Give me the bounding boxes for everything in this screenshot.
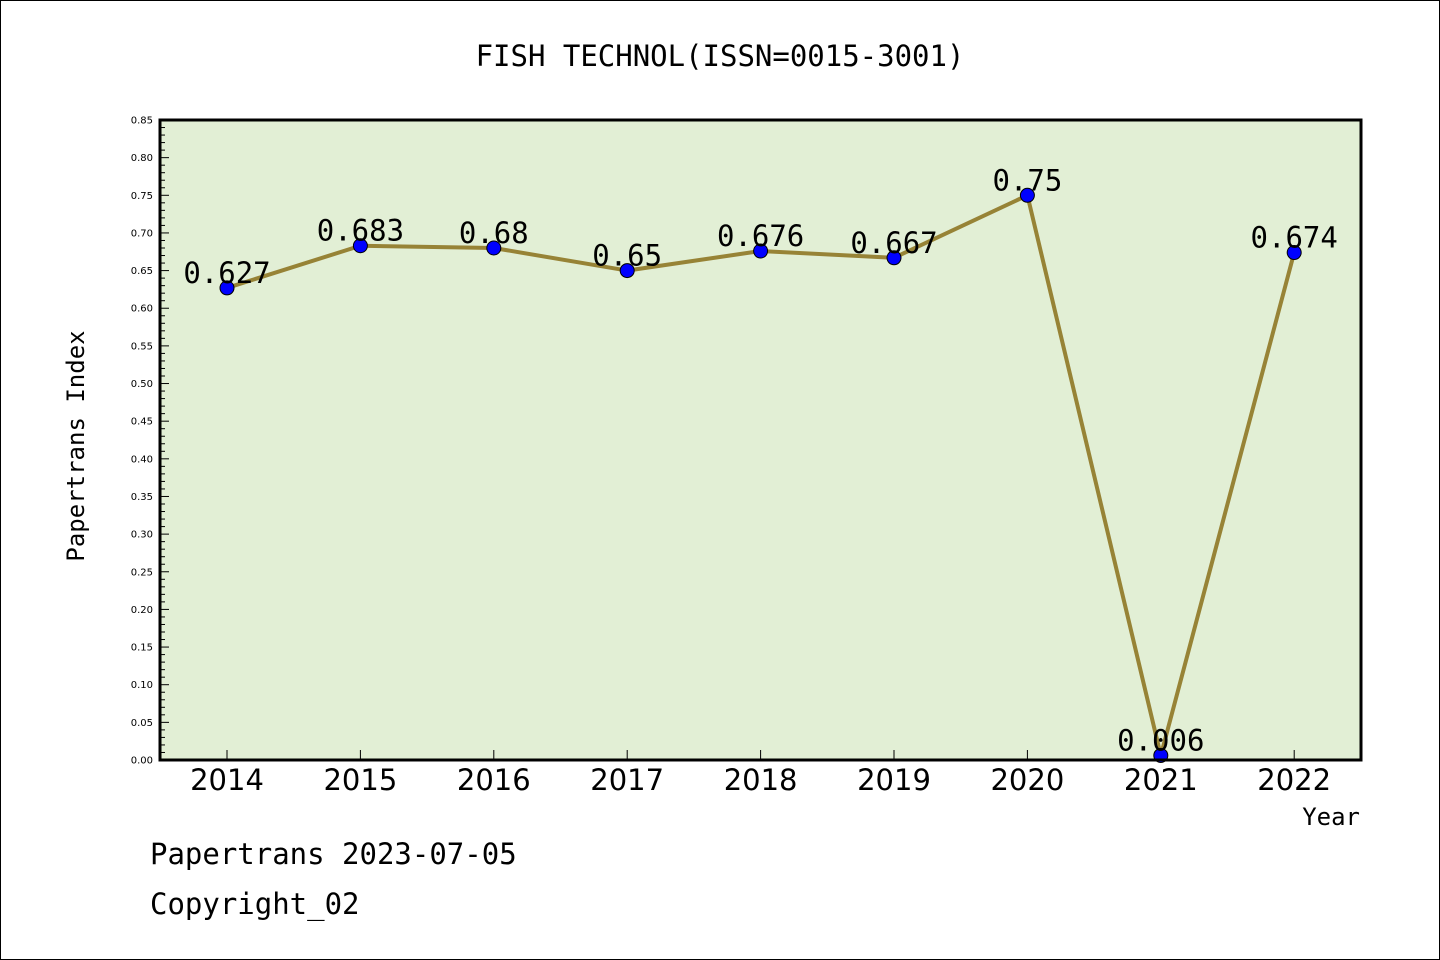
x-axis-ticks: 2014 2015 2016 2017 2018 2019 2020 2021 2022 [190, 750, 1331, 797]
y-tick-label: 0.05 [131, 718, 153, 729]
y-axis-label: Papertrans Index [62, 330, 90, 561]
x-tick-label: 2020 [990, 763, 1064, 797]
data-labels: 0.627 0.683 0.68 0.65 0.676 0.667 0.75 0.006 0.6… [183, 163, 1338, 757]
y-tick-label: 0.65 [131, 266, 153, 277]
x-tick-label: 2019 [857, 763, 931, 797]
y-tick-label: 0.85 [131, 116, 153, 127]
x-tick-label: 2016 [457, 763, 531, 797]
data-label: 0.006 [1117, 723, 1204, 757]
data-point [1019, 187, 1035, 203]
y-tick-label: 0.55 [131, 341, 153, 352]
y-tick-label: 0.10 [131, 680, 153, 691]
y-tick-label: 0.45 [131, 417, 153, 428]
data-label: 0.65 [592, 239, 662, 273]
y-tick-label: 0.25 [131, 567, 153, 578]
data-label: 0.627 [183, 256, 270, 290]
y-tick-label: 0.20 [131, 605, 153, 616]
data-label: 0.674 [1251, 221, 1338, 255]
data-point [1286, 245, 1302, 261]
y-tick-label: 0.15 [131, 643, 153, 654]
footer-copyright: Copyright_02 [150, 887, 360, 922]
x-tick-label: 2014 [190, 763, 264, 797]
footer-date: Papertrans 2023-07-05 [150, 837, 517, 871]
data-label: 0.68 [459, 216, 529, 250]
data-label: 0.683 [317, 214, 404, 248]
x-tick-label: 2017 [590, 763, 664, 797]
x-tick-label: 2021 [1124, 763, 1198, 797]
data-point [219, 280, 235, 296]
y-tick-label: 0.50 [131, 379, 153, 390]
data-point [619, 263, 635, 279]
x-tick-label: 2015 [323, 763, 397, 797]
data-point [886, 250, 902, 266]
y-tick-label: 0.60 [131, 304, 153, 315]
y-tick-label: 0.80 [131, 153, 153, 164]
data-point [352, 238, 368, 254]
y-tick-label: 0.00 [131, 756, 153, 767]
x-tick-label: 2022 [1257, 763, 1331, 797]
series-markers [219, 187, 1302, 763]
x-axis-label: Year [1302, 803, 1360, 831]
data-label: 0.676 [717, 219, 804, 253]
y-tick-label: 0.75 [131, 191, 153, 202]
data-label: 0.667 [850, 226, 937, 260]
plot-area [160, 120, 1361, 760]
y-tick-label: 0.70 [131, 228, 153, 239]
chart-title: FISH TECHNOL(ISSN=0015-3001) [476, 39, 965, 73]
y-tick-label: 0.30 [131, 530, 153, 541]
data-label: 0.75 [992, 163, 1062, 197]
data-point [486, 240, 502, 256]
data-point [753, 243, 769, 259]
y-tick-label: 0.40 [131, 454, 153, 465]
plot-border [158, 118, 1363, 762]
y-tick-label: 0.35 [131, 492, 153, 503]
y-axis-ticks: 0.00 0.05 0.10 0.15 0.20 0.25 0.30 0.35 0.40 0.45… [131, 116, 169, 767]
x-tick-label: 2018 [724, 763, 798, 797]
